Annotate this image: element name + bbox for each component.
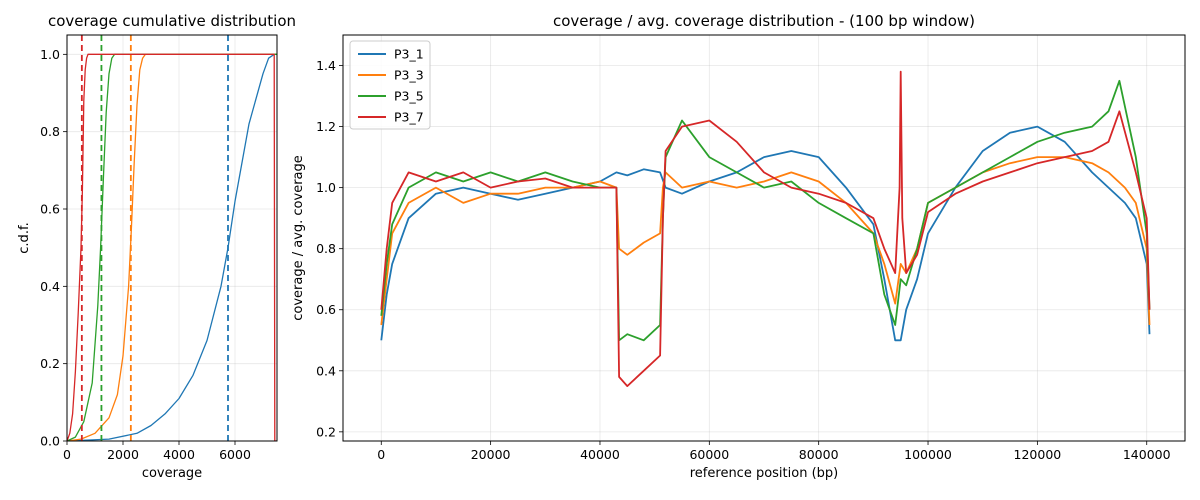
legend-label: P3_7 xyxy=(394,110,424,125)
x-tick-label: 80000 xyxy=(799,447,839,462)
series-line-P3_3 xyxy=(380,156,1151,326)
y-tick-label: 1.2 xyxy=(316,119,336,134)
legend-label: P3_5 xyxy=(394,89,424,104)
y-tick-label: 0.6 xyxy=(40,202,60,217)
axes-frame xyxy=(66,34,278,442)
x-tick-label: 0 xyxy=(377,447,385,462)
y-tick-label: 1.0 xyxy=(316,180,336,195)
x-tick-label: 60000 xyxy=(689,447,729,462)
legend: P3_1 P3_3 P3_5 P3_7 xyxy=(349,40,431,130)
y-tick-label: 0.6 xyxy=(316,302,336,317)
legend-box xyxy=(349,40,431,130)
x-tick-label: 20000 xyxy=(471,447,511,462)
series-line-P3_7 xyxy=(380,70,1151,388)
x-tick-label: 2000 xyxy=(107,447,139,462)
y-tick-label: 0.2 xyxy=(316,424,336,439)
x-tick-label: 4000 xyxy=(163,447,195,462)
x-tick-label: 140000 xyxy=(1123,447,1171,462)
x-axis-label: reference position (bp) xyxy=(690,466,838,481)
series-line-P3_1 xyxy=(67,53,277,441)
chart-title: coverage cumulative distribution xyxy=(48,12,296,30)
grid xyxy=(343,35,1185,441)
y-tick-label: 1.0 xyxy=(40,47,60,62)
y-tick-label: 0.4 xyxy=(316,363,336,378)
y-tick-label: 0.4 xyxy=(40,279,60,294)
y-tick-label: 0.8 xyxy=(316,241,336,256)
coverage-panel: 0 20000 40000 60000 80000 100000 120000 140000 0… xyxy=(291,12,1186,481)
plot-area xyxy=(380,70,1151,388)
cdf-panel: 0 2000 4000 6000 0.0 0.2 0.4 0.6 0.8 1.0 coverage … xyxy=(17,12,296,481)
x-tick-label: 120000 xyxy=(1014,447,1062,462)
y-axis-label: c.d.f. xyxy=(17,222,32,253)
x-tick-label: 100000 xyxy=(904,447,952,462)
plot-area xyxy=(67,35,277,441)
legend-label: P3_3 xyxy=(394,68,424,83)
series-line-P3_5 xyxy=(67,53,277,441)
axes-frame xyxy=(342,34,1186,442)
x-axis-label: coverage xyxy=(142,466,202,481)
x-tick-label: 40000 xyxy=(580,447,620,462)
series-line-P3_7 xyxy=(67,53,277,441)
legend-label: P3_1 xyxy=(394,47,424,62)
x-tick-label: 0 xyxy=(63,447,71,462)
x-tick-label: 6000 xyxy=(219,447,251,462)
y-tick-label: 0.8 xyxy=(40,124,60,139)
chart-title: coverage / avg. coverage distribution - … xyxy=(553,12,975,30)
y-tick-label: 0.0 xyxy=(40,434,60,449)
y-tick-label: 0.2 xyxy=(40,356,60,371)
y-axis-label: coverage / avg. coverage xyxy=(291,155,306,321)
y-tick-label: 1.4 xyxy=(316,58,336,73)
series-line-P3_1 xyxy=(380,125,1151,342)
